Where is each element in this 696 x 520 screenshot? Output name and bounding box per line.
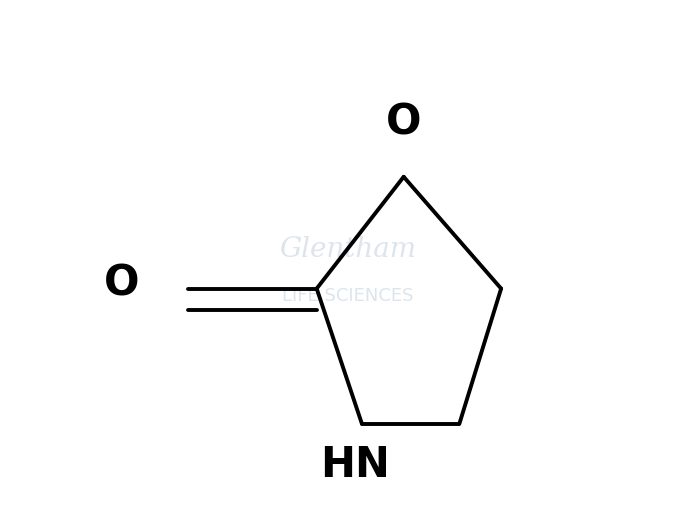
Text: O: O xyxy=(104,263,140,304)
Text: O: O xyxy=(386,101,422,143)
Text: HN: HN xyxy=(320,445,390,486)
Text: Glentham: Glentham xyxy=(279,236,417,263)
Text: LIFE SCIENCES: LIFE SCIENCES xyxy=(283,288,413,305)
